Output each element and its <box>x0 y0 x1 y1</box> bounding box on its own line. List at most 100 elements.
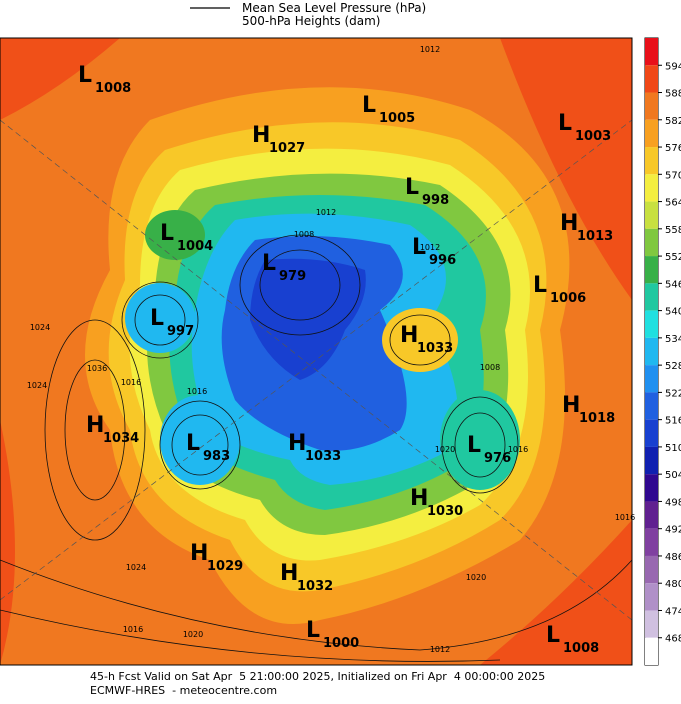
colorbar-bin <box>645 228 658 257</box>
center-letter: H <box>280 561 298 586</box>
colorbar-label: 504 <box>665 470 681 481</box>
colorbar-bin <box>645 174 658 202</box>
colorbar-bin <box>645 201 658 229</box>
colorbar-bin <box>645 147 658 175</box>
center-value: 1032 <box>297 579 333 594</box>
contour-label: 1020 <box>466 573 486 582</box>
colorbar-bin <box>645 528 658 556</box>
center-letter: L <box>405 175 419 200</box>
colorbar-label: 468 <box>665 634 681 645</box>
colorbar-label: 498 <box>665 497 681 508</box>
center-letter: L <box>558 111 572 136</box>
legend-label: Mean Sea Level Pressure (hPa) <box>242 1 426 15</box>
contour-label: 1024 <box>126 563 146 572</box>
center-letter: H <box>560 211 578 236</box>
contour-label: 1012 <box>420 45 440 54</box>
colorbar-bin <box>645 256 658 284</box>
center-value: 1000 <box>323 636 359 651</box>
colorbar-label: 594 <box>665 61 681 72</box>
center-letter: L <box>467 433 481 458</box>
center-letter: H <box>562 393 580 418</box>
colorbar-label: 582 <box>665 116 681 127</box>
center-value: 1033 <box>305 449 341 464</box>
colorbar-bin <box>645 38 658 66</box>
isobars <box>0 119 633 662</box>
center-value: 1008 <box>95 81 131 96</box>
center-letter: H <box>288 431 306 456</box>
colorbar-label: 540 <box>665 307 681 318</box>
colorbar-label: 474 <box>665 606 681 617</box>
center-value: 979 <box>279 269 306 284</box>
center-value: 996 <box>429 253 456 268</box>
center-letter: H <box>86 413 104 438</box>
colorbar-label: 486 <box>665 552 681 563</box>
colorbar-label: 480 <box>665 579 681 590</box>
contour-label: 1020 <box>435 445 455 454</box>
center-value: 1033 <box>417 341 453 356</box>
map-frame <box>0 37 633 666</box>
center-value: 1003 <box>575 129 611 144</box>
center-letter: L <box>150 306 164 331</box>
colorbar-label: 516 <box>665 416 681 427</box>
center-letter: H <box>252 123 270 148</box>
contour-label: 1008 <box>294 230 314 239</box>
colorbar-label: 564 <box>665 198 681 209</box>
colorbar-bin <box>645 555 658 584</box>
center-letter: L <box>362 93 376 118</box>
center-letter: H <box>410 486 428 511</box>
center-value: 1004 <box>177 239 213 254</box>
colorbar-bin <box>645 119 658 148</box>
colorbar-bin <box>645 501 658 529</box>
center-letter: L <box>546 623 560 648</box>
center-letter: H <box>400 323 418 348</box>
center-value: 1018 <box>579 411 615 426</box>
contour-label: 1016 <box>121 378 141 387</box>
center-letter: L <box>533 273 547 298</box>
footer-text: 45-h Fcst Valid on Sat Apr 5 21:00:00 20… <box>90 670 545 683</box>
contour-label: 1036 <box>87 364 107 373</box>
colorbar-label: 534 <box>665 334 681 345</box>
center-value: 1008 <box>563 641 599 656</box>
contour-label: 1024 <box>27 381 47 390</box>
center-letter: L <box>186 431 200 456</box>
center-value: 1030 <box>427 504 463 519</box>
colorbar-label: 510 <box>665 443 681 454</box>
footer-text: ECMWF-HRES - meteocentre.com <box>90 684 277 697</box>
center-value: 1029 <box>207 559 243 574</box>
center-letter: L <box>262 251 276 276</box>
colorbar-bin <box>645 610 658 638</box>
contour-label: 1016 <box>123 625 143 634</box>
colorbar-bin <box>645 392 658 420</box>
center-letter: H <box>190 541 208 566</box>
colorbar-label: 570 <box>665 170 681 181</box>
colorbar-bin <box>645 474 658 502</box>
colorbar-bin <box>645 337 658 366</box>
contour-label: 1016 <box>615 513 635 522</box>
center-value: 1034 <box>103 431 139 446</box>
colorbar-bin <box>645 365 658 393</box>
center-value: 997 <box>167 324 194 339</box>
center-letter: L <box>78 63 92 88</box>
center-value: 976 <box>484 451 511 466</box>
center-letter: L <box>412 235 426 260</box>
height-field <box>0 38 632 665</box>
colorbar-label: 588 <box>665 89 681 100</box>
colorbar-bin <box>645 310 658 338</box>
legend-label: 500-hPa Heights (dam) <box>242 14 380 28</box>
colorbar-bin <box>645 283 658 311</box>
colorbar-bin <box>645 419 658 447</box>
contour-label: 1012 <box>316 208 336 217</box>
contour-label: 1024 <box>30 323 50 332</box>
colorbar-label: 528 <box>665 361 681 372</box>
center-value: 983 <box>203 449 230 464</box>
center-value: 1027 <box>269 141 305 156</box>
contour-label: 1016 <box>508 445 528 454</box>
contour-label: 1008 <box>480 363 500 372</box>
colorbar-label: 552 <box>665 252 681 263</box>
center-value: 1013 <box>577 229 613 244</box>
colorbar-bin <box>645 65 658 93</box>
colorbar-label: 558 <box>665 225 681 236</box>
center-value: 998 <box>422 193 449 208</box>
